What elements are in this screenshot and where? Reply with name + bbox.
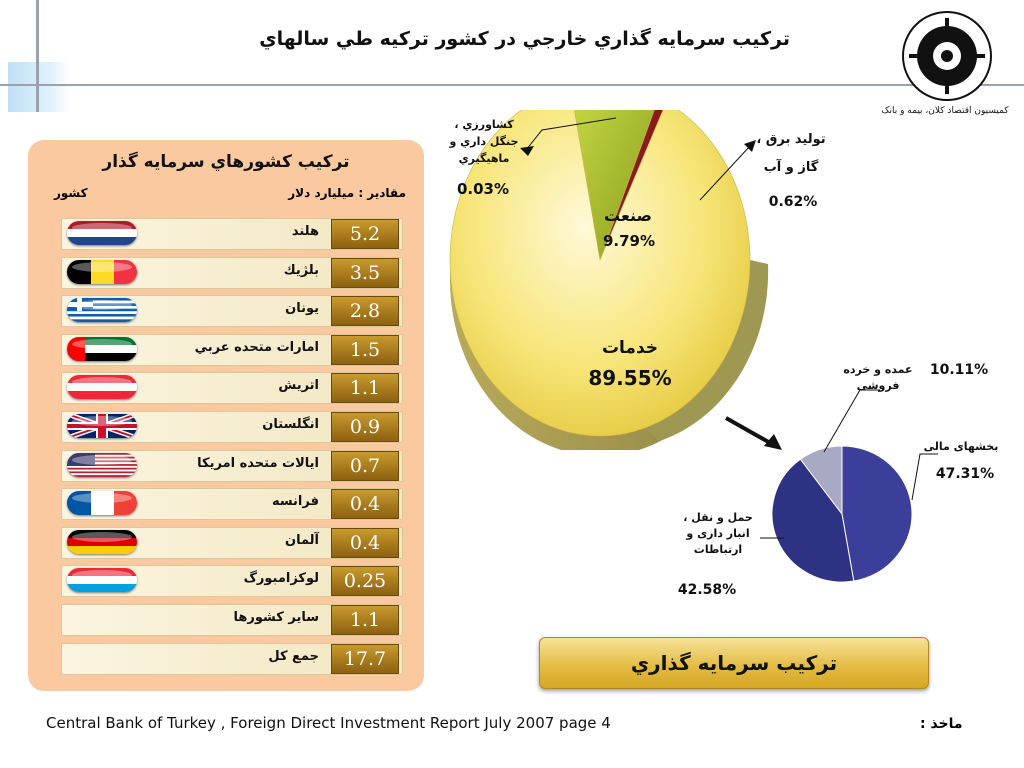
table-row: آلمان 0.4 [61,526,403,559]
power-pct: 0.62% [768,194,818,210]
country-name: اتريش [278,378,319,394]
country-name: انگلستان [262,417,319,432]
country-column-header: كشور [54,186,88,200]
logo-caption: کمیسیون اقتصاد کلان، بیمه و بانک [881,106,1009,116]
investment-composition-button[interactable]: تركيب سرمايه گذاري [539,637,929,689]
transport-pct: 42.58% [677,582,737,598]
unit-label: مقادير : ميليارد دلار [288,186,406,200]
table-row: ايالات متحده امريكا 0.7 [61,449,403,482]
flag-icon-france [67,491,137,516]
country-name: امارات متحده عربي [194,339,319,355]
country-name: لوكزامبورگ [243,571,319,587]
flag-icon-germany [67,529,137,554]
country-name: ايالات متحده امريكا [197,455,319,471]
industry-pct: 9.79% [602,232,656,250]
table-row: فرانسه 0.4 [61,488,403,521]
investment-value: 0.4 [331,489,399,520]
investment-value: 1.1 [331,373,399,404]
country-name: هلند [291,224,319,239]
flag-icon-greece [67,298,137,323]
services-pct: 89.55% [588,366,672,390]
country-name: آلمان [284,532,319,548]
pie-side-right [645,260,769,442]
investment-value: 3.5 [331,257,399,288]
finance-label: بخشهای مالی [923,440,999,453]
country-name: فرانسه [271,494,319,510]
table-row: اتريش 1.1 [61,372,403,405]
table-row: لوكزامبورگ 0.25 [61,565,403,598]
investment-value: 5.2 [331,219,399,249]
country-name: يونان [285,301,319,317]
investment-value: 1.1 [331,605,399,635]
table-row: بلژيك 3.5 [61,256,403,289]
services-pie-slice-transport [771,458,855,583]
table-row: جمع كل 17.7 [61,642,403,675]
investment-value: 0.25 [331,566,399,597]
investment-value: 0.7 [331,450,399,481]
flag-icon-luxembourg [67,568,137,593]
source-citation: Central Bank of Turkey , Foreign Direct … [46,714,611,732]
services-pie-chart [771,445,913,583]
flag-icon-belgium [67,259,137,284]
investment-value: 2.8 [331,296,399,327]
country-name: ساير كشورها [233,610,319,625]
table-row: يونان 2.8 [61,295,403,328]
table-row: انگلستان 0.9 [61,411,403,443]
decorative-vertical-line [36,0,39,112]
industry-label: صنعت [604,206,652,225]
country-name: جمع كل [268,648,319,664]
chamber-logo [902,11,992,101]
investment-value: 0.9 [331,412,399,442]
country-name: بلژيك [283,262,319,278]
leader-lines [760,389,938,539]
flag-icon-uk [67,414,137,438]
flag-icon-austria [67,375,137,400]
pie-slice-services [449,110,751,437]
sector-pie-chart [449,110,769,450]
table-row: امارات متحده عربي 1.5 [61,333,403,366]
investment-value: 0.4 [331,527,399,558]
decorative-blue-block [8,62,70,112]
panel-title: تركيب كشورهاي سرمايه گذار [102,152,350,172]
transport-label: حمل و نقل ، انبار داری و ارتباطات [683,511,753,556]
table-row: هلند 5.2 [61,218,403,250]
investment-value: 17.7 [331,643,399,674]
pie-slice-industry [572,110,655,262]
decorative-horizontal-line [0,84,1024,86]
power-leader-line [699,145,751,201]
finance-pct: 47.31% [935,466,995,482]
arrow-to-breakdown [725,416,782,450]
investment-value: 1.5 [331,334,399,365]
services-pie-slice-retail [799,445,843,516]
flag-icon-netherlands [67,221,137,245]
power-arrowhead [744,140,756,152]
services-pie-slice-finance [841,445,913,582]
agriculture-pct: 0.03% [456,180,510,198]
retail-label: عمده و خرده فروشی [843,363,913,392]
retail-pct: 10.11% [929,362,989,378]
source-label: ماخذ : [920,716,963,732]
flag-icon-uae [67,336,137,361]
flag-icon-usa [67,452,137,477]
table-row: ساير كشورها 1.1 [61,604,403,636]
power-label: توليد برق ، گاز و آب [756,132,826,175]
agriculture-leader-line [525,117,617,151]
services-label: خدمات [601,338,659,358]
agriculture-arrowhead [520,146,534,156]
page-title: تركيب سرمايه گذاري خارجي در كشور تركيه ط… [259,28,790,50]
agriculture-label: كشاورزي ، جنگل داري و ماهيگيري [449,118,519,165]
